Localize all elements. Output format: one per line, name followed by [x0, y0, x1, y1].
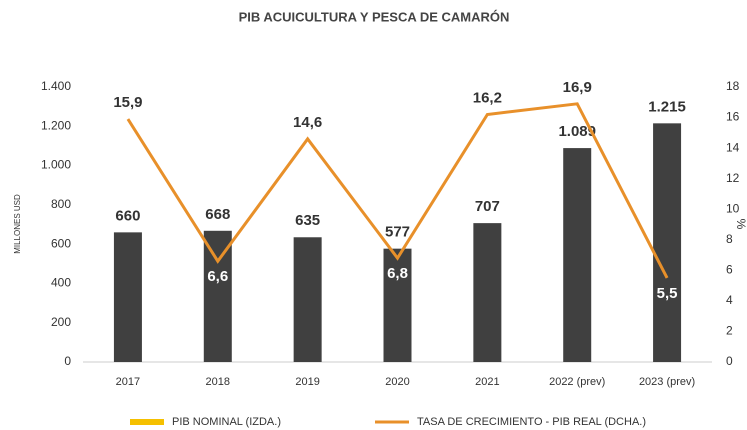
x-tick-label: 2018	[206, 376, 230, 388]
y2-axis-label: %	[734, 219, 747, 230]
y2-tick-label: 14	[726, 140, 740, 154]
x-tick-label: 2017	[116, 376, 140, 388]
y-axis-label: MILLONES USD	[13, 194, 22, 254]
y-tick-label: 1.400	[41, 79, 71, 93]
y2-tick-label: 10	[726, 201, 740, 215]
line-value-label: 6,6	[207, 268, 228, 285]
y-tick-label: 400	[51, 276, 71, 290]
bar	[383, 248, 412, 362]
x-tick-label: 2023 (prev)	[639, 376, 695, 388]
y2-tick-label: 18	[726, 79, 740, 93]
y-tick-label: 1.000	[41, 158, 71, 172]
line-value-label: 16,2	[473, 89, 502, 106]
y-tick-label: 0	[64, 354, 71, 368]
line-value-label: 6,8	[387, 265, 408, 282]
bar-value-label: 1.215	[648, 98, 686, 115]
bar	[113, 232, 142, 362]
chart-title: PIB ACUICULTURA Y PESCA DE CAMARÓN	[239, 9, 510, 24]
x-tick-label: 2022 (prev)	[549, 376, 605, 388]
line-value-label: 15,9	[113, 94, 142, 111]
y-tick-label: 800	[51, 197, 71, 211]
x-tick-label: 2021	[475, 376, 499, 388]
y-tick-label: 200	[51, 315, 71, 329]
line-value-label: 16,9	[563, 79, 592, 96]
bar	[653, 123, 682, 362]
legend-swatch	[130, 419, 164, 425]
bar-value-label: 577	[385, 224, 410, 241]
y-tick-label: 1.200	[41, 118, 71, 132]
y2-tick-label: 8	[726, 232, 733, 246]
y-tick-label: 600	[51, 236, 71, 250]
y2-tick-label: 0	[726, 354, 733, 368]
bar-value-label: 668	[205, 206, 230, 223]
line-value-label: 14,6	[293, 114, 322, 131]
bar	[563, 148, 592, 362]
bar	[473, 223, 502, 362]
y2-tick-label: 4	[726, 293, 733, 307]
legend-label: TASA DE CRECIMIENTO - PIB REAL (DCHA.)	[417, 416, 646, 428]
legend-label: PIB NOMINAL (IZDA.)	[172, 416, 281, 428]
bar-value-label: 707	[475, 198, 500, 215]
y2-tick-label: 16	[726, 110, 740, 124]
line	[126, 102, 669, 279]
bar-value-label: 660	[115, 207, 140, 224]
x-tick-label: 2019	[295, 376, 319, 388]
x-tick-label: 2020	[385, 376, 409, 388]
y2-tick-label: 2	[726, 324, 733, 338]
bar-value-label: 1.089	[558, 123, 596, 140]
bar-value-label: 635	[295, 212, 320, 229]
y2-tick-label: 12	[726, 171, 740, 185]
bar	[293, 237, 322, 362]
y2-tick-label: 6	[726, 263, 733, 277]
line-value-label: 5,5	[657, 285, 678, 302]
bar	[203, 230, 232, 362]
